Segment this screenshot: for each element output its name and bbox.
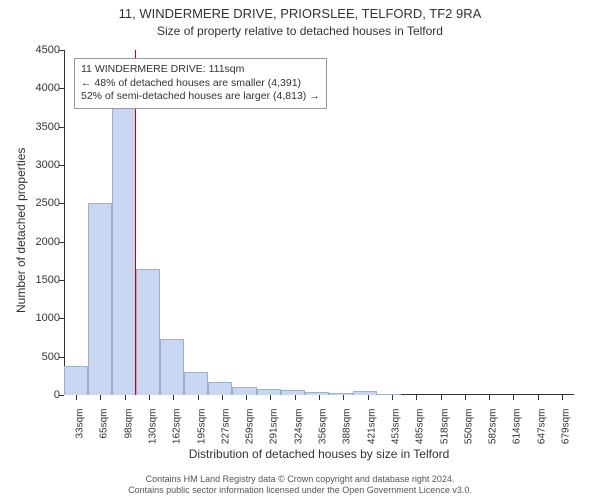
annotation-line: ← 48% of detached houses are smaller (4,…: [81, 77, 320, 91]
x-tick-label: 65sqm: [99, 409, 110, 439]
chart-title: 11, WINDERMERE DRIVE, PRIORSLEE, TELFORD…: [0, 0, 600, 23]
y-tick-label: 4500: [20, 44, 60, 56]
x-tick-mark: [198, 395, 199, 400]
x-tick-mark: [246, 395, 247, 400]
x-tick-mark: [270, 395, 271, 400]
x-tick-label: 679sqm: [560, 409, 571, 445]
x-tick-label: 550sqm: [463, 409, 474, 445]
x-tick-mark: [295, 395, 296, 400]
x-tick-label: 324sqm: [293, 409, 304, 445]
histogram-bar: [377, 394, 401, 395]
x-tick-mark: [513, 395, 514, 400]
annotation-box: 11 WINDERMERE DRIVE: 111sqm← 48% of deta…: [74, 58, 327, 109]
x-tick-mark: [392, 395, 393, 400]
x-tick-label: 33sqm: [75, 409, 86, 439]
y-tick-label: 1000: [20, 312, 60, 324]
y-tick-mark: [59, 280, 64, 281]
y-tick-label: 4000: [20, 82, 60, 94]
y-tick-mark: [59, 165, 64, 166]
x-tick-label: 388sqm: [342, 409, 353, 445]
annotation-line: 52% of semi-detached houses are larger (…: [81, 90, 320, 104]
x-tick-mark: [489, 395, 490, 400]
x-tick-mark: [562, 395, 563, 400]
annotation-line: 11 WINDERMERE DRIVE: 111sqm: [81, 63, 320, 77]
x-tick-label: 453sqm: [390, 409, 401, 445]
footer-attribution: Contains HM Land Registry data © Crown c…: [0, 474, 600, 497]
x-tick-label: 518sqm: [439, 409, 450, 445]
histogram-bar: [257, 389, 281, 395]
x-tick-mark: [125, 395, 126, 400]
x-tick-label: 291sqm: [269, 409, 280, 445]
x-tick-label: 356sqm: [318, 409, 329, 445]
x-tick-mark: [76, 395, 77, 400]
histogram-bar: [232, 387, 256, 395]
x-tick-mark: [343, 395, 344, 400]
x-tick-label: 259sqm: [245, 409, 256, 445]
x-tick-label: 98sqm: [123, 409, 134, 439]
histogram-bar: [184, 372, 208, 395]
x-tick-label: 162sqm: [172, 409, 183, 445]
y-tick-mark: [59, 395, 64, 396]
y-tick-mark: [59, 242, 64, 243]
y-tick-mark: [59, 203, 64, 204]
histogram-bar: [64, 366, 88, 395]
y-axis-line: [64, 50, 65, 395]
histogram-bar: [353, 391, 377, 395]
x-axis-label: Distribution of detached houses by size …: [64, 447, 574, 461]
y-tick-mark: [59, 88, 64, 89]
x-tick-mark: [368, 395, 369, 400]
x-tick-mark: [319, 395, 320, 400]
y-tick-mark: [59, 357, 64, 358]
histogram-bar: [329, 393, 353, 395]
y-tick-mark: [59, 318, 64, 319]
x-tick-mark: [100, 395, 101, 400]
y-tick-label: 0: [20, 389, 60, 401]
x-tick-label: 582sqm: [488, 409, 499, 445]
x-tick-mark: [416, 395, 417, 400]
x-tick-mark: [149, 395, 150, 400]
x-tick-mark: [465, 395, 466, 400]
chart-subtitle: Size of property relative to detached ho…: [0, 24, 600, 38]
x-tick-label: 195sqm: [196, 409, 207, 445]
x-tick-label: 647sqm: [536, 409, 547, 445]
footer-line-1: Contains HM Land Registry data © Crown c…: [0, 474, 600, 485]
footer-line-2: Contains public sector information licen…: [0, 485, 600, 496]
x-tick-label: 130sqm: [148, 409, 159, 445]
histogram-bar: [208, 382, 232, 395]
histogram-bar: [281, 390, 305, 395]
y-tick-label: 3500: [20, 121, 60, 133]
x-tick-label: 227sqm: [220, 409, 231, 445]
x-tick-label: 485sqm: [415, 409, 426, 445]
histogram-plot: 11 WINDERMERE DRIVE: 111sqm← 48% of deta…: [64, 50, 574, 395]
y-tick-mark: [59, 127, 64, 128]
x-tick-mark: [222, 395, 223, 400]
y-tick-mark: [59, 50, 64, 51]
x-tick-mark: [441, 395, 442, 400]
x-tick-mark: [538, 395, 539, 400]
y-axis-label: Number of detached properties: [14, 147, 28, 312]
x-tick-label: 614sqm: [512, 409, 523, 445]
histogram-bar: [136, 269, 160, 396]
histogram-bar: [88, 203, 112, 395]
histogram-bar: [305, 392, 329, 395]
histogram-bar: [160, 339, 184, 395]
y-tick-label: 500: [20, 351, 60, 363]
histogram-bar: [112, 104, 136, 395]
x-tick-label: 421sqm: [366, 409, 377, 445]
x-tick-mark: [173, 395, 174, 400]
